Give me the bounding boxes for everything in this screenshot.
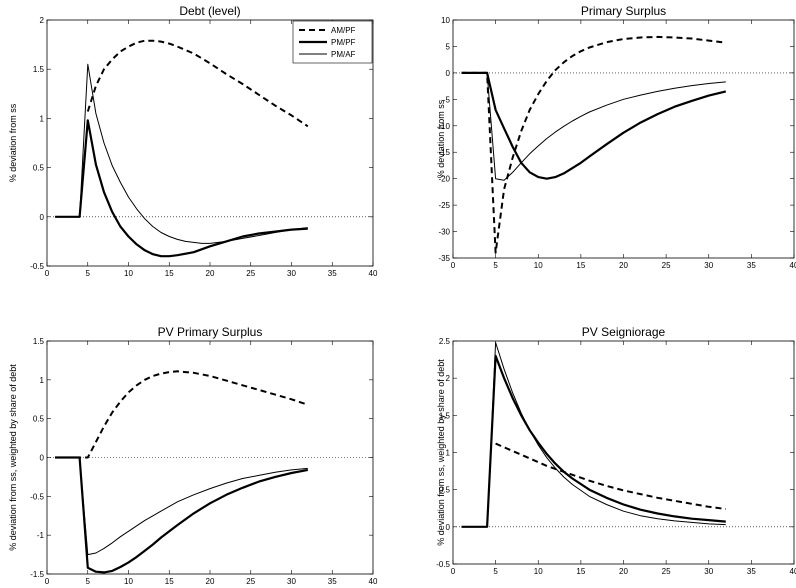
series-line-am-pf [86, 39, 309, 128]
y-tick-label: 0.5 [439, 486, 451, 495]
chart-title: PV Seigniorage [582, 325, 666, 339]
y-tick-label: 0 [446, 69, 451, 78]
series-line-pm-pf [461, 71, 727, 180]
y-tick-label: -0.5 [30, 492, 44, 501]
x-tick-label: 10 [124, 577, 133, 586]
x-tick-label: 5 [86, 577, 91, 586]
legend-label: AM/PF [331, 26, 356, 35]
series-line-pm-pf [461, 354, 726, 528]
series-line-am-pf [55, 370, 309, 459]
y-axis-label: % deviation from ss [436, 99, 446, 178]
legend-label: PM/PF [331, 38, 356, 47]
series-line-pm-af [55, 457, 308, 556]
x-tick-label: 30 [704, 567, 713, 576]
x-tick-label: 10 [534, 261, 543, 270]
series-line-pm-pf [55, 456, 309, 574]
series-line-pm-af [461, 342, 726, 528]
x-tick-label: 20 [206, 577, 215, 586]
x-tick-label: 35 [747, 567, 756, 576]
x-tick-label: 15 [576, 567, 585, 576]
series-line-am-pf [461, 35, 726, 254]
x-tick-label: 40 [369, 577, 378, 586]
x-tick-label: 20 [619, 261, 628, 270]
x-tick-label: 35 [747, 261, 756, 270]
y-axis-label: % deviation from ss, weighted by share o… [8, 364, 18, 551]
legend: AM/PF PM/PF PM/AF [292, 20, 373, 64]
series-line-am-pf [495, 442, 726, 510]
x-tick-label: 10 [534, 567, 543, 576]
y-axis-label: % deviation from ss [8, 103, 18, 182]
x-tick-label: 25 [662, 261, 671, 270]
subplot-3: 0 5 10 15 20 25 30 35 40 -1.5 -1 -0.5 0 0.5 1 1.5 PV Pri… [8, 325, 378, 586]
series-line-pm-af [461, 72, 726, 181]
x-tick-label: 0 [45, 269, 50, 278]
x-tick-label: 25 [662, 567, 671, 576]
x-tick-label: 30 [704, 261, 713, 270]
x-tick-label: 40 [790, 567, 796, 576]
y-tick-label: -25 [438, 201, 450, 210]
y-tick-label: -0.5 [30, 262, 44, 271]
legend-label: PM/AF [331, 50, 356, 59]
x-tick-label: 30 [287, 269, 296, 278]
y-tick-label: 1 [40, 376, 45, 385]
x-tick-label: 40 [790, 261, 796, 270]
y-tick-label: 0 [446, 523, 451, 532]
x-tick-label: 0 [45, 577, 50, 586]
y-tick-label: -20 [438, 175, 450, 184]
y-tick-label: 0 [40, 454, 45, 463]
y-tick-label: 5 [446, 42, 451, 51]
y-tick-label: -15 [438, 148, 450, 157]
y-tick-label: 10 [441, 16, 450, 25]
x-tick-label: 5 [493, 261, 498, 270]
x-tick-label: 20 [619, 567, 628, 576]
chart-title: PV Primary Surplus [158, 325, 263, 339]
y-tick-label: -5 [443, 95, 451, 104]
y-tick-label: -1 [37, 531, 45, 540]
y-tick-label: -1.5 [30, 570, 44, 579]
x-tick-label: 5 [493, 567, 498, 576]
x-tick-label: 0 [451, 261, 456, 270]
y-tick-label: 0 [40, 213, 45, 222]
y-tick-label: 1 [446, 449, 451, 458]
x-tick-label: 5 [86, 269, 91, 278]
y-tick-label: 2.5 [439, 337, 451, 346]
subplot-2: 0 5 10 15 20 25 30 35 40 -35 -30 -25 -20 -15 -10 -5 0 5 10… [436, 4, 796, 270]
y-axis-label: % deviation from ss, weighted by share o… [436, 359, 446, 546]
axes-frame [452, 340, 795, 565]
y-tick-label: 0.5 [33, 415, 45, 424]
x-tick-label: 15 [165, 577, 174, 586]
x-tick-label: 15 [165, 269, 174, 278]
axes-frame [452, 19, 795, 259]
chart-title: Debt (level) [179, 4, 240, 18]
x-tick-label: 20 [206, 269, 215, 278]
x-tick-label: 30 [287, 577, 296, 586]
y-tick-label: -0.5 [436, 560, 450, 569]
y-tick-label: 2 [446, 374, 451, 383]
x-tick-label: 35 [328, 269, 337, 278]
x-tick-label: 15 [576, 261, 585, 270]
x-tick-label: 25 [246, 269, 255, 278]
y-tick-label: -35 [438, 254, 450, 263]
series-line-pm-af [55, 63, 308, 244]
y-tick-label: 2 [40, 16, 45, 25]
chart-title: Primary Surplus [581, 4, 666, 18]
y-tick-label: -30 [438, 228, 450, 237]
series-line-pm-pf [55, 119, 308, 258]
x-tick-label: 40 [369, 269, 378, 278]
y-tick-label: 1 [40, 114, 45, 123]
x-tick-label: 0 [451, 567, 456, 576]
y-tick-label: 1.5 [33, 65, 45, 74]
y-tick-label: 1.5 [439, 411, 451, 420]
x-tick-label: 35 [328, 577, 337, 586]
x-tick-label: 10 [124, 269, 133, 278]
y-tick-label: 0.5 [33, 164, 45, 173]
y-tick-label: 1.5 [33, 337, 45, 346]
y-tick-label: -10 [438, 122, 450, 131]
x-tick-label: 25 [246, 577, 255, 586]
